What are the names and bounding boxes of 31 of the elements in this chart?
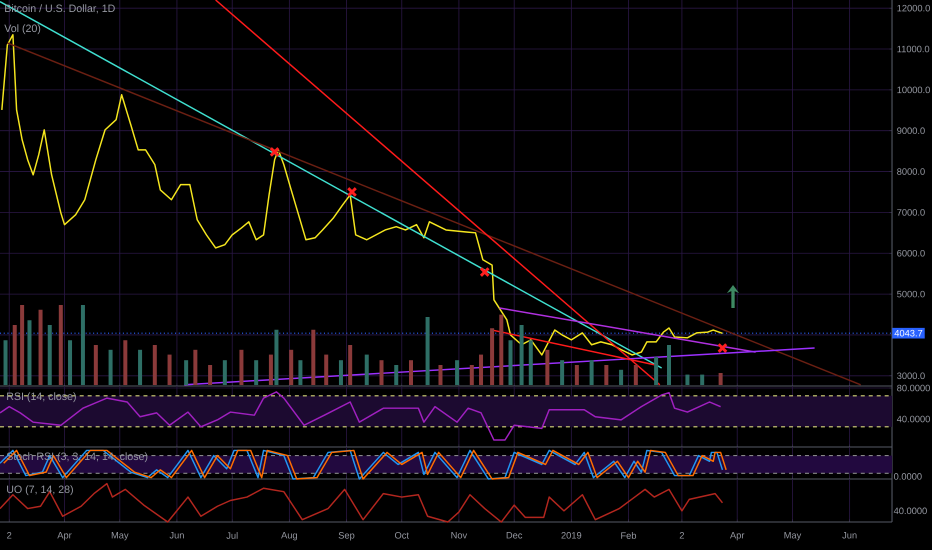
x-tick-label: Apr xyxy=(57,532,72,540)
y-tick-label: 80.0000 xyxy=(897,384,930,392)
y-tick-label: 8000.0 xyxy=(897,168,925,175)
y-tick-label: 9000.0 xyxy=(897,127,925,134)
y-tick-label: 3000.0 xyxy=(897,372,925,380)
x-tick-label: Aug xyxy=(281,532,298,540)
x-tick-label: Jun xyxy=(842,532,857,539)
x-tick-label: Jun xyxy=(170,532,184,539)
x-tick-label: Feb xyxy=(621,532,636,539)
y-tick-label: 40.0000 xyxy=(896,416,930,422)
chart-title: Vol (20) xyxy=(4,24,40,34)
x-tick-label: 2 xyxy=(680,532,684,539)
x-tick-label: May xyxy=(112,532,129,540)
ref-line-label: 4043.7 xyxy=(894,330,922,336)
x-tick-label: May xyxy=(784,532,802,540)
x-tick-label: Sep xyxy=(338,532,354,540)
x-tick-label: Jul xyxy=(226,532,238,539)
chart-title: UO (7, 14, 28) xyxy=(7,485,73,496)
x-tick-label: Oct xyxy=(394,532,409,539)
x-tick-label: Dec xyxy=(506,532,522,539)
y-tick-label: 5000.0 xyxy=(897,290,925,298)
x-tick-label: Nov xyxy=(451,532,468,539)
y-tick-label: 11000.0 xyxy=(897,46,930,52)
x-tick-label: Apr xyxy=(730,532,744,540)
x-tick-label: 2019 xyxy=(561,532,582,539)
y-tick-label: 12000.0 xyxy=(897,4,930,12)
y-tick-label: 7000.0 xyxy=(897,209,925,216)
y-tick-label: 6000.0 xyxy=(897,250,925,257)
text: 0.0000 xyxy=(894,473,922,480)
y-tick-label: 10000.0 xyxy=(897,86,930,94)
x-tick-label: 2 xyxy=(7,532,12,539)
